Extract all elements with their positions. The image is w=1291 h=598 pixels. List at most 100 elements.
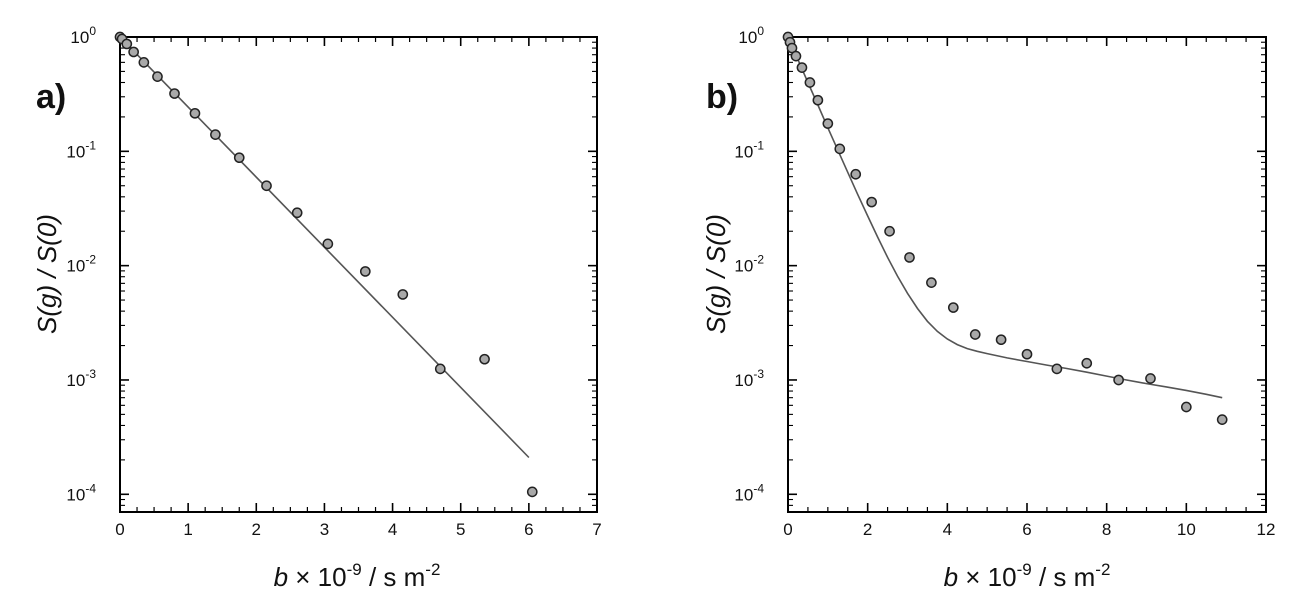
data-point	[1145, 373, 1156, 384]
data-point	[526, 486, 538, 498]
y-tick-label-exponent: -3	[85, 367, 96, 381]
x-axis-title-multiplier: × 10	[288, 562, 347, 592]
data-point	[479, 353, 490, 365]
y-tick-label-base: 10	[66, 485, 85, 504]
x-axis-title-unit-exponent: -2	[425, 560, 440, 579]
plot-marks	[114, 31, 538, 498]
data-point	[210, 129, 221, 140]
data-point	[822, 118, 834, 129]
y-tick-label-exponent: 0	[757, 24, 764, 38]
data-point	[434, 363, 446, 375]
data-point	[947, 302, 959, 313]
x-tick-label: 6	[1022, 520, 1031, 539]
data-point	[1051, 363, 1063, 375]
data-point	[904, 252, 915, 263]
data-point	[796, 62, 808, 73]
y-tick-label-base: 10	[738, 28, 757, 47]
y-tick-label: 100	[738, 24, 764, 47]
y-tick-label-exponent: -4	[85, 481, 96, 495]
x-axis-title-unit: / s m	[1032, 562, 1096, 592]
x-tick-label: 10	[1177, 520, 1196, 539]
x-tick-label: 1	[183, 520, 192, 539]
x-tick-label: 8	[1102, 520, 1111, 539]
data-point	[812, 94, 824, 106]
data-point	[128, 46, 139, 58]
data-point	[1216, 414, 1228, 425]
y-tick-label: 10-3	[66, 367, 96, 390]
x-axis-title: b × 10-9 / s m-2	[944, 560, 1111, 592]
y-tick-label-exponent: 0	[89, 24, 96, 38]
x-tick-labels: 0 1 2 3 4 5 6 7	[115, 520, 601, 539]
data-point	[397, 289, 409, 300]
x-tick-label: 12	[1257, 520, 1276, 539]
data-point	[189, 107, 201, 119]
data-point	[884, 225, 895, 237]
y-tick-label: 10-4	[734, 481, 764, 504]
y-tick-label: 10-2	[734, 253, 764, 276]
axis-ticks	[119, 36, 598, 513]
data-point	[152, 71, 163, 82]
data-point	[790, 50, 802, 62]
data-point	[1113, 374, 1124, 386]
x-tick-label: 4	[388, 520, 397, 539]
y-tick-label: 10-4	[66, 481, 96, 504]
data-point	[926, 277, 937, 289]
data-point	[322, 238, 334, 250]
x-axis-title-symbol: b	[274, 562, 288, 592]
x-tick-label: 5	[456, 520, 465, 539]
x-tick-label: 0	[783, 520, 792, 539]
data-point	[834, 143, 846, 155]
x-tick-label: 2	[863, 520, 872, 539]
plot-frame	[787, 36, 1267, 513]
y-tick-label: 10-2	[66, 253, 96, 276]
data-point	[1180, 401, 1192, 413]
y-tick-label-base: 10	[734, 371, 753, 390]
panel-label: a)	[36, 78, 66, 116]
y-tick-label-base: 10	[66, 142, 85, 161]
data-point	[169, 88, 180, 99]
data-point	[291, 207, 303, 219]
data-point	[969, 329, 981, 340]
y-tick-label-exponent: -1	[85, 138, 96, 152]
x-tick-label: 0	[115, 520, 124, 539]
data-point	[261, 180, 272, 192]
x-tick-label: 7	[592, 520, 601, 539]
y-tick-label-base: 10	[66, 371, 85, 390]
axis-ticks	[787, 36, 1267, 513]
x-tick-label: 3	[320, 520, 329, 539]
x-axis-title-symbol: b	[944, 562, 958, 592]
data-point	[1021, 348, 1033, 360]
y-tick-label: 100	[70, 24, 96, 47]
y-tick-label-exponent: -1	[753, 138, 764, 152]
y-tick-label-base: 10	[66, 257, 85, 276]
x-tick-label: 6	[524, 520, 533, 539]
y-tick-label: 10-1	[66, 138, 96, 161]
x-tick-labels: 0 2 4 6 8 10 12	[783, 520, 1275, 539]
y-tick-label: 10-1	[734, 138, 764, 161]
y-tick-label-exponent: -2	[85, 253, 96, 267]
data-point	[1081, 357, 1093, 369]
x-axis-title-multiplier: × 10	[958, 562, 1017, 592]
y-tick-label-base: 10	[70, 28, 89, 47]
data-point	[866, 196, 878, 208]
data-point	[995, 334, 1007, 346]
y-tick-label-exponent: -2	[753, 253, 764, 267]
x-axis-title-exponent: -9	[347, 560, 362, 579]
data-point	[850, 168, 862, 180]
y-tick-label-exponent: -3	[753, 367, 764, 381]
y-tick-label-base: 10	[734, 485, 753, 504]
x-axis-title: b × 10-9 / s m-2	[274, 560, 441, 592]
data-point	[233, 152, 245, 164]
x-axis-title-unit: / s m	[362, 562, 426, 592]
data-point	[138, 57, 150, 68]
y-tick-label-exponent: -4	[753, 481, 764, 495]
y-tick-label-base: 10	[734, 257, 753, 276]
plot-frame	[119, 36, 598, 513]
y-axis-title: S(g) / S(0)	[32, 214, 62, 334]
x-tick-label: 4	[943, 520, 952, 539]
